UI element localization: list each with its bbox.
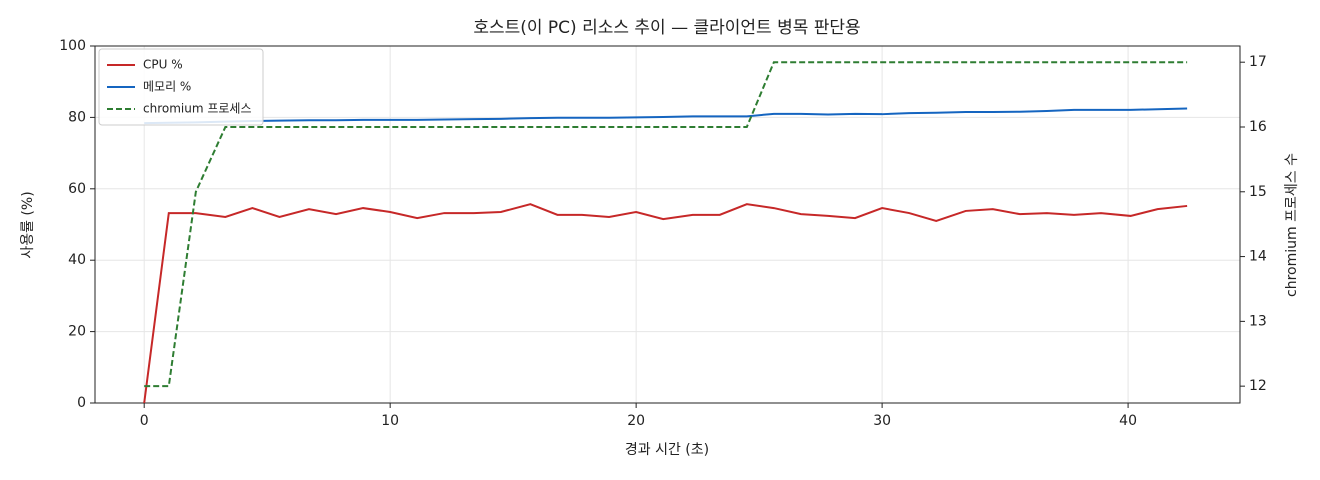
y-tick-label: 0 [77,395,86,411]
y2-tick-label: 15 [1249,184,1267,200]
y-tick-label: 40 [68,252,86,268]
legend-label: CPU % [143,58,183,72]
y-axis-label: 사용률 (%) [20,191,36,258]
legend-label: 메모리 % [143,80,191,94]
data-line [144,61,1188,388]
legend-label: chromium 프로세스 [143,102,252,116]
y-tick-label: 100 [59,38,86,54]
x-tick-label: 20 [627,413,645,429]
data-line [144,107,1188,125]
data-line [143,203,1188,404]
x-axis-label: 경과 시간 (초) [625,442,709,458]
y-tick-label: 80 [68,109,86,125]
x-tick-label: 30 [873,413,891,429]
y2-tick-label: 13 [1249,313,1267,329]
y-tick-label: 20 [68,324,86,340]
y2-tick-label: 14 [1249,249,1267,265]
y-tick-label: 60 [68,181,86,197]
chart-title: 호스트(이 PC) 리소스 추이 — 클라이언트 병목 판단용 [473,18,860,38]
x-tick-label: 10 [381,413,399,429]
y2-tick-label: 16 [1249,119,1267,135]
legend-box [98,48,264,126]
y2-tick-label: 17 [1249,54,1267,70]
y2-tick-label: 12 [1249,378,1267,394]
y2-axis-label: chromium 프로세스 수 [1284,153,1300,297]
x-tick-label: 0 [140,413,149,429]
x-tick-label: 40 [1119,413,1137,429]
plot-frame [94,45,1241,404]
legend: CPU % 메모리 % chromium 프로세스 [98,48,264,126]
